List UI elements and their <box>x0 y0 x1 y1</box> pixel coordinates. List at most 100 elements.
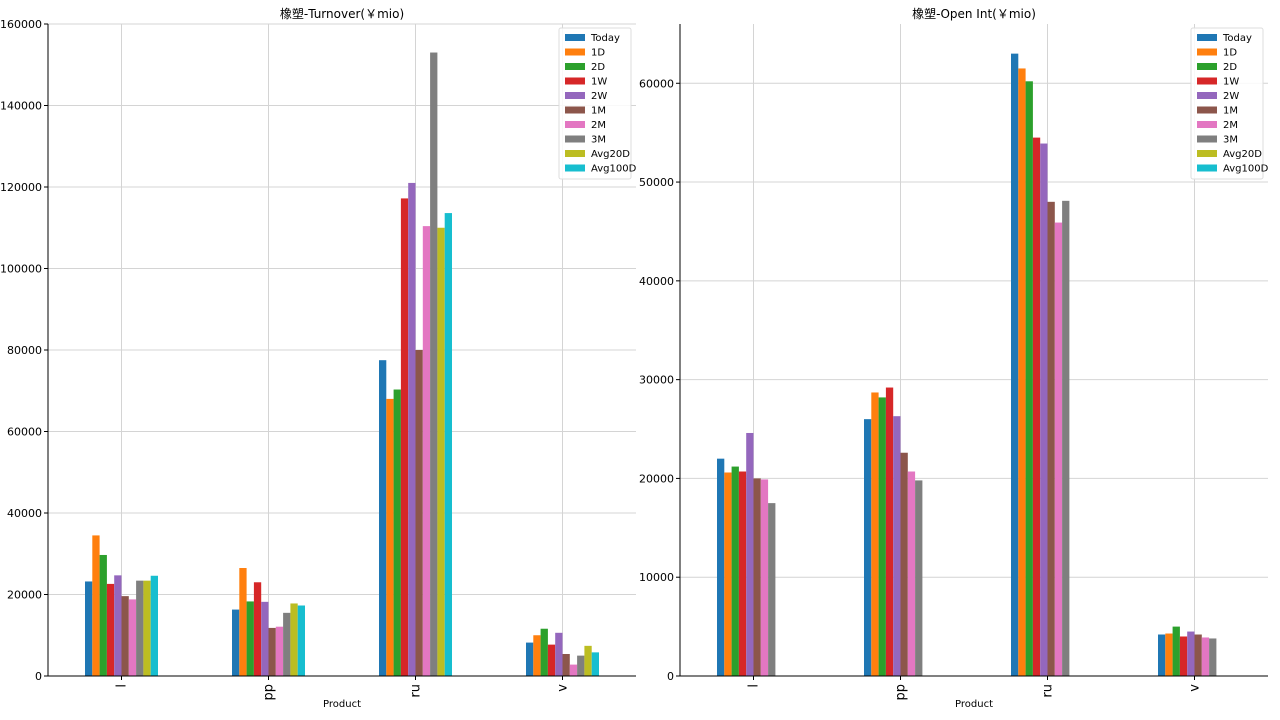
turnover-bars <box>85 52 599 677</box>
legend-label: Avg20D <box>591 149 630 160</box>
bar <box>239 568 247 676</box>
bar <box>1054 222 1063 676</box>
bar <box>871 392 879 676</box>
bar <box>268 627 276 676</box>
bar <box>1062 200 1070 676</box>
legend-label: 1W <box>591 77 607 88</box>
x-tick-label: v <box>1188 684 1203 692</box>
bar <box>1194 634 1202 676</box>
turnover-legend: Today 1D 2D 1W 2W 1M 2M 3M Avg20D Avg100D <box>558 27 637 180</box>
y-tick-label: 30000 <box>639 374 674 387</box>
x-tick-label: v <box>556 684 571 692</box>
legend-label: Today <box>1222 33 1252 44</box>
legend-label: 2D <box>591 62 605 73</box>
bar <box>290 603 298 676</box>
bar <box>408 182 416 677</box>
legend-swatch <box>1197 164 1217 172</box>
bar <box>591 652 599 676</box>
bar <box>584 645 592 676</box>
bar <box>1018 68 1026 677</box>
bar <box>900 452 908 676</box>
legend-swatch <box>1197 121 1217 128</box>
legend-label: 3M <box>1223 135 1238 146</box>
y-tick-label: 100000 <box>0 263 42 276</box>
legend-label: 3M <box>591 135 606 146</box>
bar <box>878 397 886 676</box>
turnover-chart-title: 橡塑-Turnover(￥mio) <box>280 6 404 21</box>
bar <box>246 601 254 676</box>
x-tick-label: ru <box>1041 684 1056 698</box>
bar <box>422 226 431 676</box>
bar <box>437 227 445 676</box>
legend-swatch <box>1197 106 1217 114</box>
bar <box>232 609 240 676</box>
open-int-chart: 0 10000 20000 30000 40000 50000 60000 l pp ru v 橡塑… <box>639 6 1269 710</box>
bar <box>562 653 570 676</box>
bar <box>106 583 115 676</box>
bar <box>1201 637 1210 676</box>
bar <box>400 198 409 676</box>
bar <box>444 213 452 676</box>
bar <box>724 472 732 676</box>
legend-swatch <box>1197 150 1217 157</box>
legend-label: 2M <box>591 120 606 131</box>
bar <box>85 581 93 676</box>
turnover-chart: 0 20000 40000 60000 80000 100000 120000 140000 1… <box>0 6 637 710</box>
turnover-x-axis-title: Product <box>323 699 361 710</box>
y-tick-label: 40000 <box>639 275 674 288</box>
bar <box>283 612 291 676</box>
bar <box>128 599 137 676</box>
y-tick-label: 20000 <box>639 472 674 485</box>
legend-swatch <box>565 48 585 56</box>
bar <box>1209 638 1217 676</box>
y-tick-label: 140000 <box>0 100 42 113</box>
bar <box>717 458 725 676</box>
open-int-grid <box>680 24 1268 676</box>
bar <box>136 580 144 676</box>
bar <box>526 642 534 676</box>
y-tick-label: 0 <box>667 670 674 683</box>
legend-swatch <box>565 77 585 85</box>
legend-label: 2W <box>1223 91 1239 102</box>
x-tick-label: pp <box>262 684 277 701</box>
turnover-axes: 0 20000 40000 60000 80000 100000 120000 140000 1… <box>0 18 636 701</box>
bar <box>1040 143 1048 677</box>
legend-label: 2M <box>1223 120 1238 131</box>
bar <box>386 398 394 676</box>
bar <box>99 554 107 676</box>
open-int-legend: Today 1D 2D 1W 2W 1M 2M 3M Avg20D Avg100D <box>1190 27 1269 180</box>
legend-label: 2W <box>591 91 607 102</box>
bar <box>1187 631 1195 676</box>
y-tick-label: 0 <box>35 670 42 683</box>
y-tick-label: 50000 <box>639 176 674 189</box>
bar <box>915 480 923 676</box>
legend-label: Avg100D <box>591 164 637 175</box>
open-int-bars <box>717 53 1217 677</box>
bar <box>533 635 541 676</box>
bar <box>555 632 563 676</box>
bar <box>760 479 769 676</box>
x-tick-label: pp <box>894 684 909 701</box>
bar <box>731 466 739 676</box>
bar <box>907 471 916 676</box>
y-tick-label: 40000 <box>7 507 42 520</box>
open-int-axes: 0 10000 20000 30000 40000 50000 60000 l pp ru v <box>639 24 1268 701</box>
bar <box>92 535 100 676</box>
bar <box>275 626 284 676</box>
x-tick-label: l <box>747 684 762 688</box>
x-tick-label: ru <box>409 684 424 698</box>
legend-swatch <box>565 106 585 114</box>
legend-swatch <box>565 121 585 128</box>
legend-label: 2D <box>1223 62 1237 73</box>
y-tick-label: 60000 <box>639 77 674 90</box>
legend-swatch <box>565 164 585 172</box>
legend-label: Avg20D <box>1223 149 1262 160</box>
bar <box>1032 137 1041 676</box>
bar <box>415 350 423 676</box>
bar <box>738 471 747 676</box>
bar <box>746 432 754 676</box>
y-tick-label: 80000 <box>7 344 42 357</box>
legend-swatch <box>1197 63 1217 70</box>
bar <box>253 582 262 676</box>
y-tick-label: 160000 <box>0 18 42 31</box>
